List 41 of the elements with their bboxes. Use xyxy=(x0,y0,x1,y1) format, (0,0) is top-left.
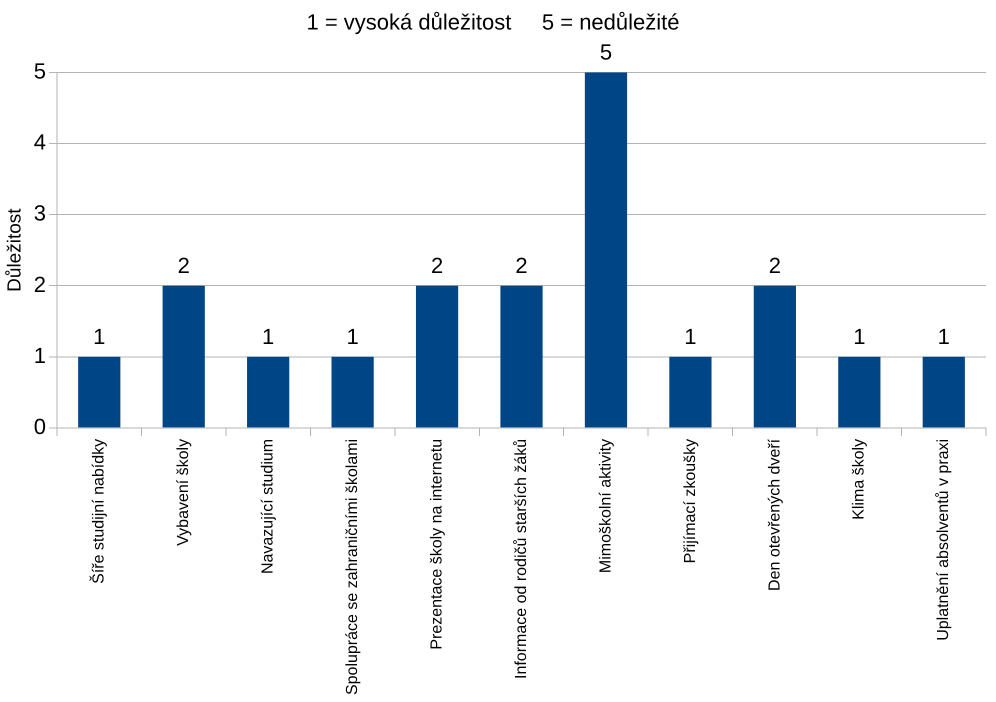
bar xyxy=(754,286,796,428)
y-tick-label: 3 xyxy=(34,200,46,226)
bar xyxy=(584,72,628,428)
data-label: 1 xyxy=(938,324,950,349)
data-label: 1 xyxy=(853,324,866,349)
bar xyxy=(247,356,290,428)
x-tick-label: Mimoškolní aktivity xyxy=(597,438,614,574)
bar xyxy=(416,286,458,428)
bar xyxy=(922,356,965,428)
bar xyxy=(838,356,880,428)
y-tick-label: 4 xyxy=(34,130,46,155)
data-label: 2 xyxy=(768,252,781,278)
data-label: 2 xyxy=(178,252,190,278)
bar xyxy=(332,356,374,428)
y-tick-label: 5 xyxy=(34,58,46,84)
x-tick-label: Šíře studijní nabídky xyxy=(90,438,108,584)
data-label: 1 xyxy=(262,324,274,349)
y-axis-title: Důležitost xyxy=(4,208,26,292)
data-label: 1 xyxy=(346,324,359,349)
x-tick-label: Vybavení školy xyxy=(175,438,192,546)
y-tick-label: 1 xyxy=(34,342,46,368)
y-tick-label: 0 xyxy=(34,414,46,439)
x-tick-label: Navazující studium xyxy=(260,438,277,574)
x-tick-label: Přijímací zkoušky xyxy=(682,438,699,564)
bar xyxy=(500,286,543,428)
data-label: 1 xyxy=(684,324,697,349)
x-tick-label: Spolupráce se zahraničními školami xyxy=(344,438,362,696)
x-tick-label: Den otevřených dveří xyxy=(766,438,784,591)
bar xyxy=(162,286,205,428)
x-tick-label: Klima školy xyxy=(850,438,868,520)
x-tick-label: Informace od rodičů starších žáků xyxy=(512,438,530,679)
x-tick-label: Prezentace školy na internetu xyxy=(428,438,446,650)
y-tick-label: 2 xyxy=(34,272,46,297)
bar xyxy=(669,356,712,428)
data-label: 5 xyxy=(600,39,612,64)
chart-title: 1 = vysoká důležitost 5 = nedůležité xyxy=(306,9,680,34)
x-tick-label: Uplatnění absolventů v praxi xyxy=(935,438,952,641)
data-label: 1 xyxy=(93,324,106,349)
bar xyxy=(78,356,120,428)
data-label: 2 xyxy=(430,252,444,278)
data-label: 2 xyxy=(515,252,528,278)
